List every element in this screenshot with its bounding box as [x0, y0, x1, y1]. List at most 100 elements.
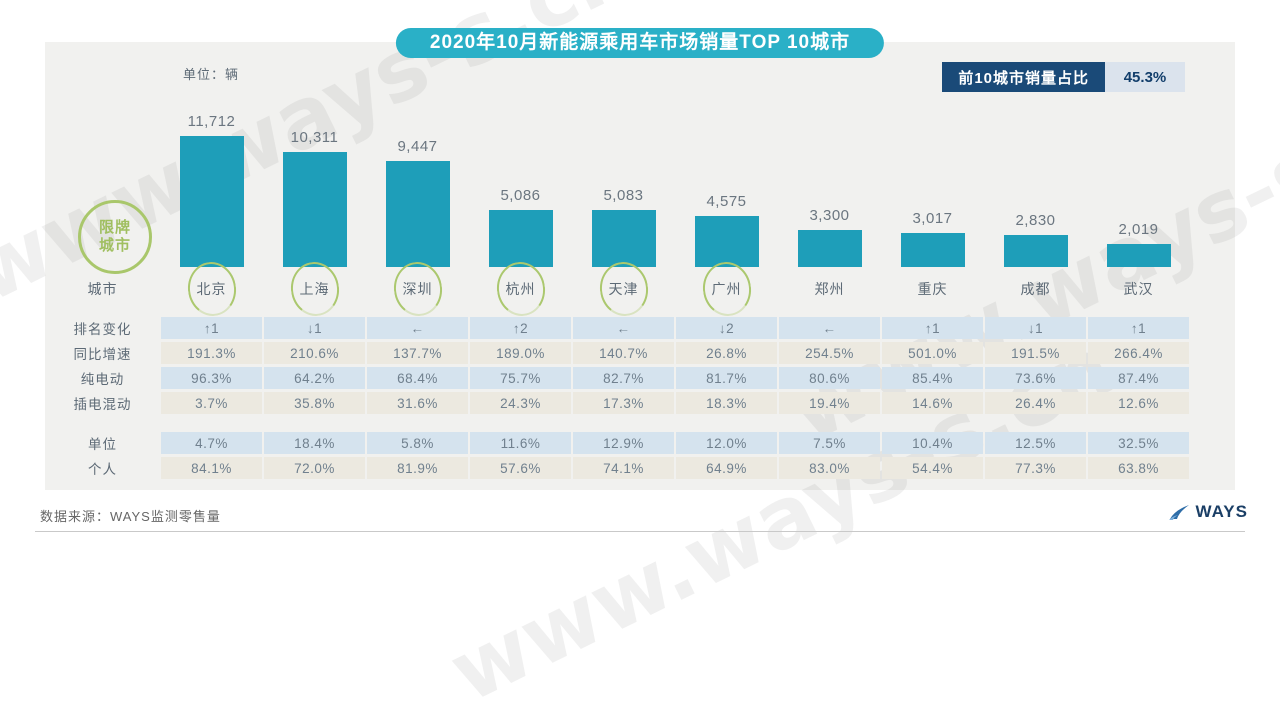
table-cell: ↓1	[264, 317, 365, 339]
table-cell: 64.9%	[676, 457, 777, 479]
table-cell: 64.2%	[264, 367, 365, 389]
bar-value-label: 2,019	[1118, 221, 1159, 238]
table-cell: 254.5%	[779, 342, 880, 364]
table-row: 同比增速 191.3% 210.6% 137.7% 189.0% 140.7% 26.8% 2…	[45, 342, 1190, 364]
table-cell: 31.6%	[367, 392, 468, 414]
table-cell: 4.7%	[161, 432, 262, 454]
table-cell: 73.6%	[985, 367, 1086, 389]
table-cell: 266.4%	[1088, 342, 1189, 364]
ways-logo: WAYS	[1168, 502, 1248, 522]
table-cell: ↑1	[161, 317, 262, 339]
table-cell: 54.4%	[882, 457, 983, 479]
table-row: 个人 84.1% 72.0% 81.9% 57.6% 74.1% 64.9% 83.0% 54.…	[45, 457, 1190, 479]
table-cell: 18.4%	[264, 432, 365, 454]
table-cell: 191.3%	[161, 342, 262, 364]
table-cell: 3.7%	[161, 392, 262, 414]
table-cell: 191.5%	[985, 342, 1086, 364]
table-cell: 14.6%	[882, 392, 983, 414]
table-cell: 81.7%	[676, 367, 777, 389]
bar	[1003, 235, 1068, 267]
table-cell: 18.3%	[676, 392, 777, 414]
restricted-badge-line1: 限牌	[98, 219, 131, 236]
cities-row: 城市 北京 上海 深圳 杭州 天津 广州 郑州 重庆 成都 武汉	[45, 258, 1190, 320]
table-cell: 5.8%	[367, 432, 468, 454]
city-cell: 天津	[572, 258, 675, 320]
ways-logo-text: WAYS	[1195, 502, 1248, 521]
bar-column: 9,447	[366, 138, 469, 267]
city-label: 深圳	[402, 281, 433, 297]
city-label: 武汉	[1123, 281, 1154, 297]
city-label: 郑州	[814, 281, 845, 297]
city-cell: 广州	[675, 258, 778, 320]
table-row-label: 个人	[88, 462, 117, 477]
top10-share-badge: 前10城市销量占比 45.3%	[942, 62, 1185, 92]
restricted-cities-badge: 限牌 城市	[78, 200, 152, 274]
table-cell: 26.8%	[676, 342, 777, 364]
city-cell: 重庆	[881, 267, 984, 311]
stats-table: 排名变化 ↑1 ↓1 ← ↑2 ← ↓2 ← ↑1 ↓1 ↑1 同比增速 191.3% 210.6% 137…	[45, 317, 1235, 479]
table-row: 纯电动 96.3% 64.2% 68.4% 75.7% 82.7% 81.7% 80.6% 85…	[45, 367, 1190, 389]
city-cell: 郑州	[778, 267, 881, 311]
table-cell: 84.1%	[161, 457, 262, 479]
city-cell: 北京	[160, 258, 263, 320]
table-cell: 35.8%	[264, 392, 365, 414]
table-cell: 85.4%	[882, 367, 983, 389]
table-row-label: 插电混动	[73, 397, 132, 412]
table-cell: ↑2	[470, 317, 571, 339]
restricted-badge-line2: 城市	[98, 237, 131, 254]
table-cell: 7.5%	[779, 432, 880, 454]
table-row: 单位 4.7% 18.4% 5.8% 11.6% 12.9% 12.0% 7.5% 10.4% 1…	[45, 432, 1190, 454]
bar	[488, 210, 553, 267]
table-cell: 82.7%	[573, 367, 674, 389]
share-badge-value: 45.3%	[1105, 62, 1185, 92]
bar	[282, 152, 347, 267]
city-cell: 武汉	[1087, 267, 1190, 311]
city-cell: 深圳	[366, 258, 469, 320]
table-cell: 87.4%	[1088, 367, 1189, 389]
city-label: 天津	[608, 281, 639, 297]
city-cell: 成都	[984, 267, 1087, 311]
table-cell: 11.6%	[470, 432, 571, 454]
table-cell: 77.3%	[985, 457, 1086, 479]
city-row-label: 城市	[87, 281, 118, 297]
bar-column: 2,019	[1087, 221, 1190, 267]
bar	[1106, 244, 1171, 267]
table-cell: ↓2	[676, 317, 777, 339]
bar-value-label: 5,083	[603, 187, 644, 204]
table-cell: 32.5%	[1088, 432, 1189, 454]
city-cell: 杭州	[469, 258, 572, 320]
table-cell: ←	[573, 317, 674, 339]
bar-value-label: 11,712	[187, 113, 236, 130]
table-cell: ←	[367, 317, 468, 339]
table-cell: 81.9%	[367, 457, 468, 479]
table-cell: 10.4%	[882, 432, 983, 454]
table-cell: 26.4%	[985, 392, 1086, 414]
table-row-label: 排名变化	[73, 322, 132, 337]
bar	[179, 136, 244, 267]
bar-value-label: 9,447	[397, 138, 438, 155]
table-cell: 57.6%	[470, 457, 571, 479]
page-title: 2020年10月新能源乘用车市场销量TOP 10城市	[395, 28, 885, 58]
table-cell: ↑1	[1088, 317, 1189, 339]
bar	[694, 216, 759, 267]
table-row: 插电混动 3.7% 35.8% 31.6% 24.3% 17.3% 18.3% 19.4% 14…	[45, 392, 1190, 414]
bar-column: 5,086	[469, 187, 572, 267]
bar	[797, 230, 862, 267]
city-cell: 上海	[263, 258, 366, 320]
table-cell: 12.0%	[676, 432, 777, 454]
table-cell: 74.1%	[573, 457, 674, 479]
city-label: 北京	[196, 281, 227, 297]
table-cell: 12.5%	[985, 432, 1086, 454]
table-cell: 75.7%	[470, 367, 571, 389]
bar	[591, 210, 656, 267]
table-cell: ←	[779, 317, 880, 339]
city-label: 广州	[711, 281, 742, 297]
table-cell: 24.3%	[470, 392, 571, 414]
bar-column: 4,575	[675, 193, 778, 267]
table-row-label: 纯电动	[80, 372, 125, 387]
table-cell: 80.6%	[779, 367, 880, 389]
bar	[900, 233, 965, 267]
bar-value-label: 4,575	[706, 193, 747, 210]
table-cell: 68.4%	[367, 367, 468, 389]
table-cell: 72.0%	[264, 457, 365, 479]
